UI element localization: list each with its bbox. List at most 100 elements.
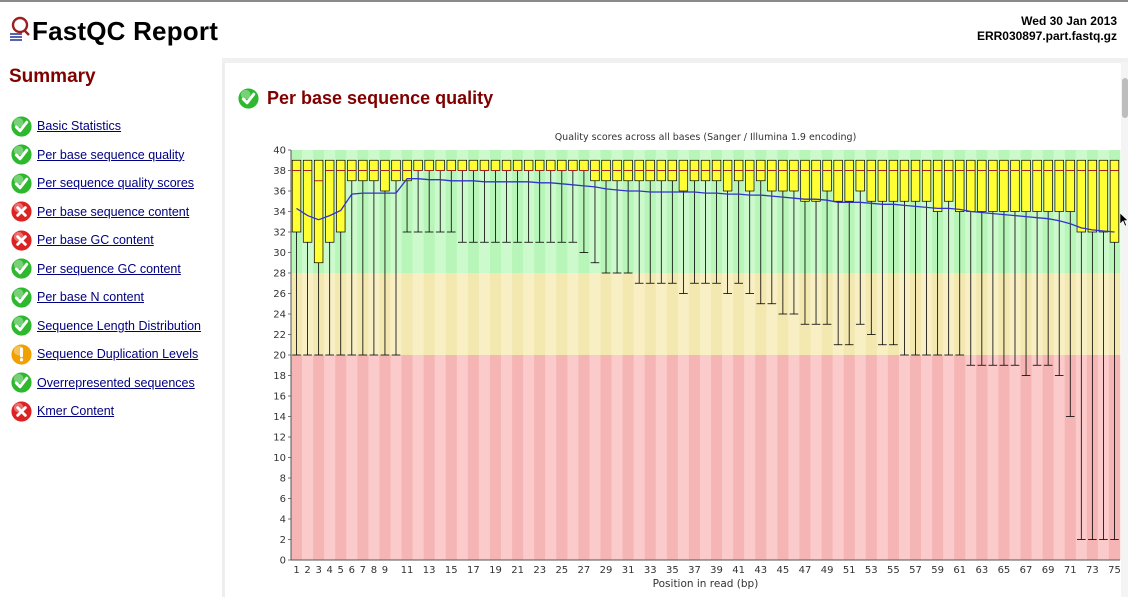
- quality-band-stripe: [423, 355, 435, 560]
- quality-band-stripe: [578, 273, 590, 355]
- quality-box: [546, 159, 556, 171]
- x-tick-label: 49: [821, 565, 834, 576]
- x-tick-label: 1: [293, 565, 299, 576]
- summary-item[interactable]: Per base sequence content: [10, 198, 201, 227]
- quality-box: [977, 159, 987, 212]
- quality-box: [811, 159, 821, 202]
- quality-band-stripe: [688, 273, 701, 355]
- quality-band-stripe: [589, 355, 601, 560]
- y-tick-label: 22: [273, 330, 286, 341]
- quality-band-stripe: [755, 273, 767, 355]
- quality-band-stripe: [722, 355, 734, 560]
- quality-band-stripe: [666, 355, 679, 560]
- fail-cross-icon: [10, 200, 33, 223]
- quality-boxplot-chart: Quality scores across all bases (Sanger …: [273, 132, 1121, 590]
- y-tick-label: 32: [273, 228, 286, 239]
- y-tick-label: 30: [273, 248, 286, 259]
- quality-band-stripe: [832, 355, 844, 560]
- x-tick-label: 47: [799, 565, 812, 576]
- quality-box: [899, 159, 910, 202]
- quality-box: [579, 159, 589, 171]
- quality-box: [1076, 159, 1086, 233]
- report-filename: ERR030897.part.fastq.gz: [976, 29, 1117, 43]
- x-tick-label: 35: [666, 565, 679, 576]
- summary-item[interactable]: Sequence Duplication Levels: [10, 340, 201, 369]
- summary-item[interactable]: Per base GC content: [10, 226, 201, 255]
- x-tick-label: 25: [555, 565, 568, 576]
- quality-band-stripe: [324, 355, 336, 560]
- y-tick-label: 18: [273, 371, 286, 382]
- x-tick-label: 9: [382, 565, 388, 576]
- summary-link[interactable]: Per sequence quality scores: [37, 176, 195, 191]
- x-tick-label: 63: [975, 565, 988, 576]
- mouse-cursor-icon: [1120, 213, 1128, 227]
- summary-link[interactable]: Per base sequence quality: [37, 147, 185, 162]
- x-tick-label: 21: [511, 565, 524, 576]
- summary-item[interactable]: Kmer Content: [10, 397, 201, 426]
- summary-item[interactable]: Overrepresented sequences: [10, 369, 201, 398]
- fail-cross-icon: [10, 400, 33, 423]
- y-tick-label: 38: [273, 166, 286, 177]
- summary-item[interactable]: Sequence Length Distribution: [10, 312, 201, 341]
- quality-band-stripe: [412, 273, 424, 355]
- y-tick-label: 36: [273, 187, 286, 198]
- x-tick-label: 2: [304, 565, 310, 576]
- pass-check-icon: [10, 314, 33, 337]
- summary-item[interactable]: Per base N content: [10, 283, 201, 312]
- quality-band-stripe: [600, 355, 612, 560]
- summary-link[interactable]: Overrepresented sequences: [37, 375, 195, 390]
- summary-link[interactable]: Per base sequence content: [37, 204, 190, 219]
- summary-link[interactable]: Per base GC content: [37, 233, 154, 248]
- quality-box: [1109, 159, 1120, 243]
- summary-title: Summary: [9, 66, 96, 87]
- window-top-border: [0, 0, 1128, 2]
- x-tick-label: 55: [887, 565, 900, 576]
- x-tick-label: 69: [1042, 565, 1055, 576]
- pass-check-icon: [237, 87, 260, 110]
- summary-link[interactable]: Basic Statistics: [37, 119, 122, 134]
- quality-band-stripe: [501, 355, 513, 560]
- quality-box: [1010, 159, 1020, 212]
- summary-link[interactable]: Sequence Length Distribution: [37, 318, 202, 333]
- quality-band-stripe: [733, 273, 745, 355]
- quality-box: [932, 159, 943, 212]
- summary-link[interactable]: Per sequence GC content: [37, 261, 181, 276]
- summary-item[interactable]: Basic Statistics: [10, 112, 201, 141]
- x-tick-label: 61: [953, 565, 966, 576]
- summary-link[interactable]: Sequence Duplication Levels: [37, 347, 199, 362]
- quality-band-stripe: [556, 355, 568, 560]
- quality-band-stripe: [699, 273, 712, 355]
- summary-item[interactable]: Per sequence GC content: [10, 255, 201, 284]
- y-tick-label: 34: [273, 207, 286, 218]
- y-tick-label: 40: [273, 146, 286, 157]
- x-tick-label: 33: [644, 565, 657, 576]
- x-tick-label: 67: [1020, 565, 1033, 576]
- quality-band-stripe: [843, 355, 856, 560]
- scrollbar-thumb[interactable]: [1122, 78, 1128, 118]
- x-tick-label: 31: [622, 565, 635, 576]
- x-tick-label: 4: [326, 565, 332, 576]
- quality-band-stripe: [445, 355, 458, 560]
- quality-band-stripe: [766, 273, 778, 355]
- quality-band-stripe: [666, 273, 679, 355]
- quality-band-stripe: [434, 273, 447, 355]
- quality-band-stripe: [943, 355, 955, 560]
- quality-box: [999, 159, 1009, 212]
- quality-band-stripe: [556, 273, 568, 355]
- quality-band-stripe: [379, 355, 391, 560]
- summary-link[interactable]: Per base N content: [37, 290, 145, 305]
- summary-item[interactable]: Per sequence quality scores: [10, 169, 201, 198]
- quality-band-stripe: [412, 355, 424, 560]
- vertical-scrollbar[interactable]: [1121, 62, 1128, 597]
- x-tick-label: 27: [578, 565, 591, 576]
- quality-band-stripe: [445, 273, 458, 355]
- summary-item[interactable]: Per base sequence quality: [10, 141, 201, 170]
- quality-band-stripe: [1031, 355, 1043, 560]
- x-tick-label: 7: [360, 565, 366, 576]
- quality-band-stripe: [567, 355, 579, 560]
- x-tick-label: 51: [843, 565, 856, 576]
- quality-band-stripe: [501, 273, 513, 355]
- y-tick-label: 6: [280, 494, 286, 505]
- summary-link[interactable]: Kmer Content: [37, 404, 115, 419]
- quality-box: [523, 159, 534, 171]
